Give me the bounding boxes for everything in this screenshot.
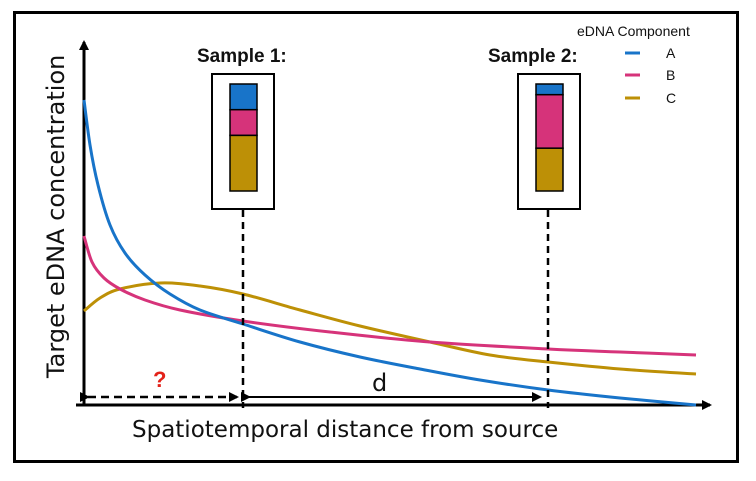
distance-d-label: d: [372, 369, 387, 397]
curve-component-b: [82, 235, 697, 357]
legend-label-a: A: [666, 45, 676, 61]
legend-title: eDNA Component: [577, 23, 690, 39]
curve-component-a: [82, 99, 697, 407]
y-axis-label: Target eDNA concentration: [42, 55, 70, 379]
legend-label-b: B: [666, 67, 675, 83]
legend-label-c: C: [666, 90, 676, 106]
sample-2-title: Sample 2:: [488, 46, 578, 67]
sample2-segment-a: [535, 83, 564, 96]
sample2-segment-b: [535, 93, 564, 149]
x-axis-label: Spatiotemporal distance from source: [132, 417, 558, 443]
sample1-segment-c: [229, 134, 258, 192]
figure-frame: [13, 11, 739, 463]
sample-1-bar: [229, 83, 258, 192]
sample1-segment-a: [229, 83, 258, 111]
sample1-segment-b: [229, 108, 258, 137]
sample-2-bar: [535, 83, 564, 192]
unknown-distance-label: ?: [153, 367, 166, 392]
sample-1-title: Sample 1:: [197, 46, 287, 67]
sample2-segment-c: [535, 147, 564, 192]
